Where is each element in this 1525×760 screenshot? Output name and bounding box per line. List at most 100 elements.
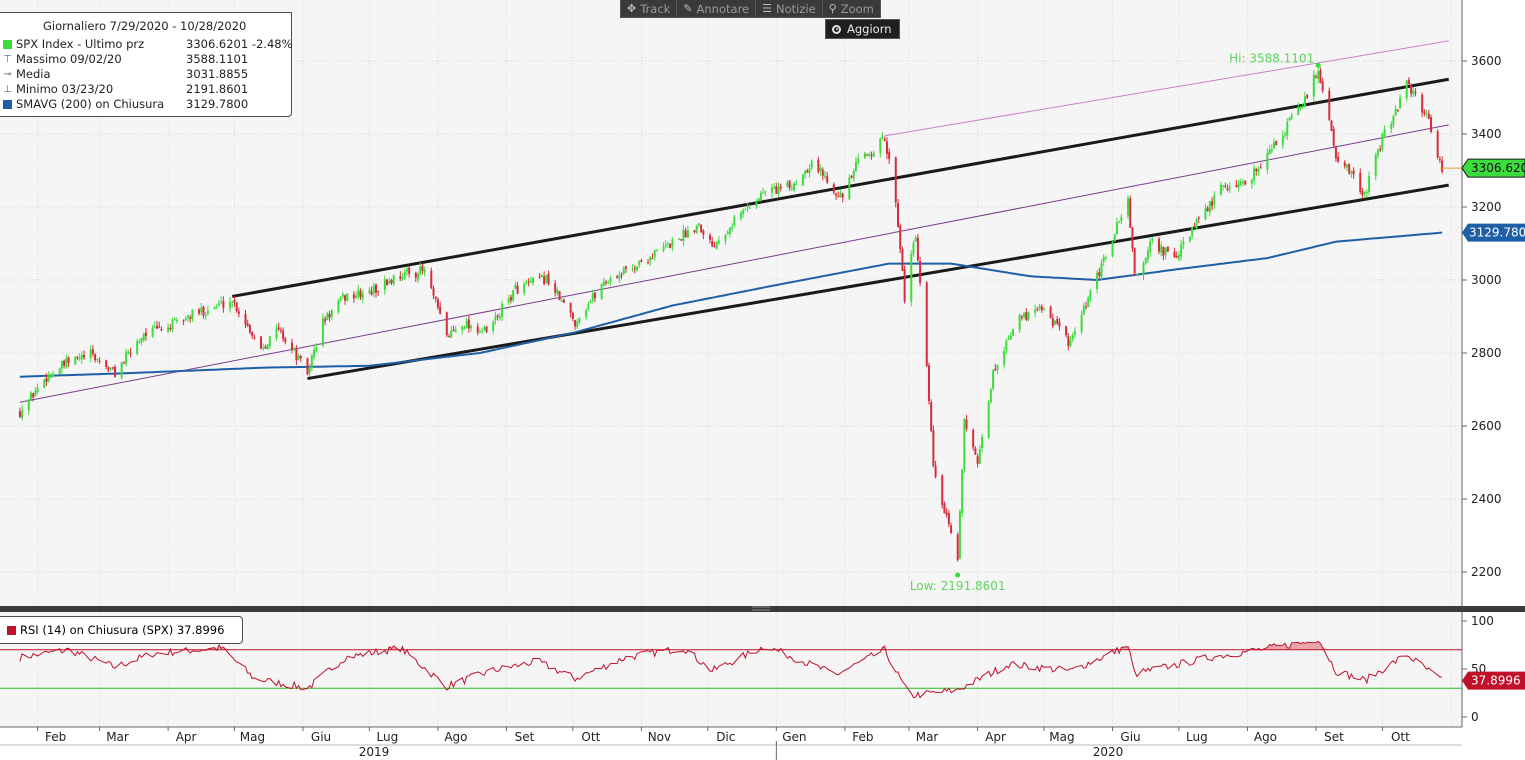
candle-body [229, 301, 232, 309]
candle-body [1441, 160, 1444, 172]
price-tick-label: 3000 [1471, 273, 1502, 287]
candle-body [403, 271, 406, 278]
candle-body [1405, 80, 1408, 99]
candle-body [1197, 217, 1200, 219]
news-button[interactable]: ☰ Notizie [756, 0, 823, 17]
month-tick-label: Set [515, 730, 535, 744]
candle-body [1049, 306, 1052, 319]
candle-body [313, 349, 316, 357]
candle-body [854, 161, 857, 172]
candle-body [1089, 290, 1092, 300]
legend-swatch-rsi [7, 625, 16, 635]
candle-body [1319, 70, 1322, 83]
legend-value: 2191.8601 [186, 82, 249, 96]
candle-body [1188, 236, 1191, 242]
candle-body [695, 225, 698, 233]
candle-body [21, 409, 24, 418]
candle-body [89, 349, 92, 359]
zoom-button[interactable]: ⚲ Zoom [823, 0, 880, 17]
candle-body [346, 293, 349, 302]
candle-body [1425, 112, 1428, 114]
candle-body [467, 319, 470, 329]
candle-body [591, 293, 594, 301]
candle-body [284, 338, 287, 342]
candle-body [1394, 108, 1397, 116]
rsi-legend[interactable]: RSI (14) on Chiusura (SPX) 37.8996 [0, 616, 243, 644]
candle-body [837, 196, 840, 198]
candle-body [788, 180, 791, 189]
candle-body [947, 513, 950, 525]
annotate-button[interactable]: ✎ Annotare [677, 0, 757, 17]
legend-name: Media [16, 67, 51, 81]
candle-body [1337, 156, 1340, 162]
candle-body [142, 333, 145, 340]
candle-body [1352, 170, 1355, 175]
candle-body [339, 297, 342, 301]
candle-body [554, 283, 557, 293]
candle-body [821, 169, 824, 176]
candle-body [1430, 117, 1433, 132]
candle-body [18, 411, 21, 417]
candle-body [1235, 184, 1238, 187]
candle-body [1306, 95, 1309, 98]
candle-body [1275, 140, 1278, 146]
rsi-plot-area [0, 612, 1462, 727]
candle-body [708, 234, 711, 240]
candle-body [233, 299, 236, 303]
month-tick-label: Gen [782, 730, 806, 744]
legend-row-min[interactable]: ⊥ Minimo 03/23/20 2191.8601 [3, 82, 248, 97]
candle-body [514, 284, 517, 289]
pencil-icon: ✎ [683, 1, 693, 15]
candle-body [1162, 246, 1165, 256]
candle-body [160, 329, 163, 331]
candle-body [1120, 217, 1123, 222]
candle-body [1067, 336, 1070, 347]
candle-body [1206, 207, 1209, 211]
candle-body [171, 320, 174, 330]
trendline-top-channel [884, 40, 1449, 137]
candle-body [125, 352, 128, 364]
candle-body [1222, 185, 1225, 187]
candle-body [1175, 256, 1178, 258]
candle-body [711, 241, 714, 247]
legend-name: Minimo 03/23/20 [16, 82, 114, 96]
track-button[interactable]: ✥ Track [621, 0, 678, 17]
candle-body [231, 301, 234, 303]
candle-body [202, 306, 205, 316]
candle-body [700, 224, 703, 232]
candle-body [184, 318, 187, 321]
magnifier-icon: ⚲ [828, 1, 837, 15]
candle-body [963, 418, 966, 470]
zoom-label: Zoom [840, 1, 874, 16]
candle-body [1361, 191, 1364, 196]
price-legend: Giornaliero 7/29/2020 - 10/28/2020 SPX I… [0, 12, 293, 117]
candle-body [417, 273, 420, 280]
candle-body [1133, 248, 1136, 274]
candle-body [452, 329, 455, 331]
refresh-button[interactable]: Aggiorn [825, 19, 900, 39]
candle-body [32, 393, 35, 398]
legend-swatch-sma [3, 100, 12, 109]
candle-body [1297, 107, 1300, 115]
candle-body [43, 379, 46, 389]
candle-body [423, 269, 426, 273]
high-annotation: Hi: 3588.1101 [1229, 51, 1314, 65]
candle-body [1414, 92, 1417, 94]
candle-body [930, 402, 933, 431]
candle-body [961, 469, 964, 514]
candle-body [793, 183, 796, 191]
price-tick-label: 3200 [1471, 200, 1502, 214]
candle-body [678, 238, 681, 240]
candle-body [532, 277, 535, 283]
legend-row-max[interactable]: ⊤ Massimo 09/02/20 3588.1101 [3, 52, 248, 67]
candle-body [516, 285, 519, 294]
candle-body [927, 365, 930, 401]
candle-body [896, 203, 899, 227]
legend-row-price[interactable]: SPX Index - Ultimo prz 3306.6201 -2.48% [3, 37, 293, 52]
legend-row-sma[interactable]: SMAVG (200) on Chiusura 3129.7800 [3, 97, 248, 112]
legend-row-mean[interactable]: ⊸ Media 3031.8855 [3, 67, 248, 82]
candle-body [1027, 312, 1030, 321]
crosshair-icon: ✥ [627, 1, 637, 15]
candle-body [989, 389, 992, 403]
